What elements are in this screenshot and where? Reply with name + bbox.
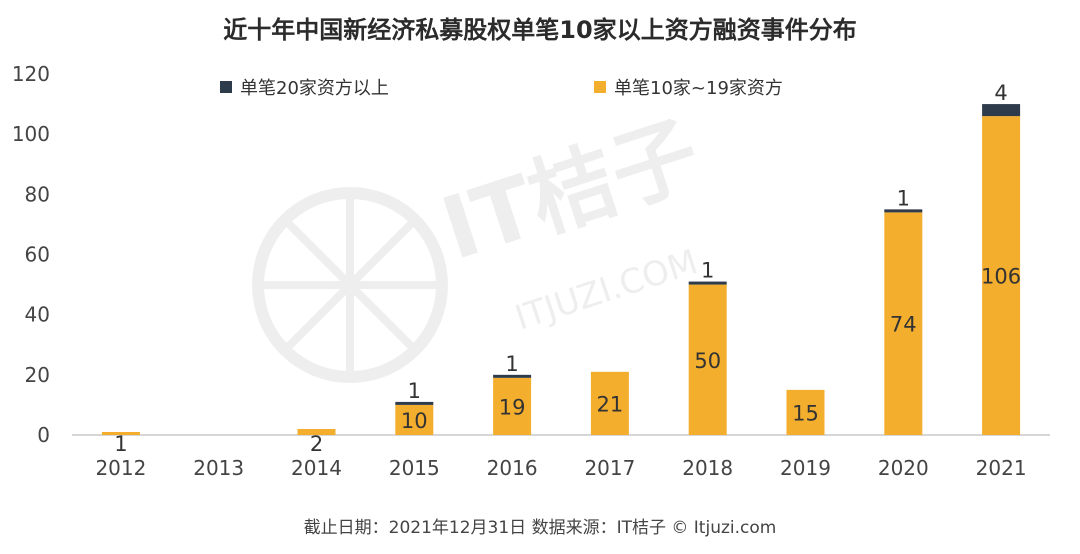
bar-segment-10-19 [590, 371, 629, 435]
x-tick-label: 2012 [95, 456, 146, 480]
x-tick-label: 2021 [976, 456, 1027, 480]
x-tick-label: 2017 [584, 456, 635, 480]
watermark-logo-spoke [285, 220, 415, 350]
data-label-10-19: 1 [114, 432, 127, 456]
x-tick-label: 2019 [780, 456, 831, 480]
data-label-20plus: 1 [701, 259, 714, 283]
y-tick-label: 120 [12, 62, 50, 86]
watermark: IT桔子 ITJUZI.COM [252, 104, 711, 383]
x-tick-label: 2016 [487, 456, 538, 480]
data-label-20plus: 1 [408, 379, 421, 403]
data-label-20plus: 1 [505, 352, 518, 376]
bar-segment-10-19 [688, 284, 727, 435]
bar-segment-20plus [688, 281, 727, 285]
legend: 单笔20家资方以上 单笔10家~19家资方 [0, 74, 1080, 100]
bar-layer [101, 104, 1021, 435]
legend-swatch-orange [594, 81, 606, 93]
bar-segment-10-19 [101, 431, 140, 435]
y-tick-label: 0 [37, 423, 50, 447]
y-tick-label: 80 [25, 182, 50, 206]
legend-item-10-19: 单笔10家~19家资方 [594, 74, 783, 100]
data-label-10-19: 21 [597, 392, 624, 416]
data-label-10-19: 50 [694, 349, 721, 373]
watermark-url: ITJUZI.COM [510, 242, 702, 338]
x-tick-label: 2015 [389, 456, 440, 480]
legend-item-20plus: 单笔20家资方以上 [220, 74, 389, 100]
data-label-10-19: 15 [792, 401, 819, 425]
footer-note: 截止日期：2021年12月31日 数据来源：IT桔子 © Itjuzi.com [303, 518, 777, 538]
data-label-20plus: 4 [994, 81, 1007, 105]
watermark-logo-ring [252, 187, 448, 383]
y-tick-label: 100 [12, 122, 50, 146]
label-layer: 1 2 10 1 19 1 21 50 1 15 74 1 106 4 [114, 81, 1021, 456]
data-label-10-19: 106 [981, 265, 1021, 289]
bar-segment-20plus [982, 104, 1021, 117]
bar-segment-10-19 [297, 428, 336, 435]
data-label-10-19: 10 [401, 409, 428, 433]
y-tick-label: 40 [25, 303, 50, 327]
bar-segment-20plus [395, 401, 434, 405]
x-tick-label: 2018 [682, 456, 733, 480]
x-tick-label: 2013 [193, 456, 244, 480]
watermark-logo-spoke [285, 220, 415, 350]
y-tick-label: 20 [25, 363, 50, 387]
legend-swatch-dark [220, 81, 232, 93]
data-label-10-19: 74 [890, 313, 917, 337]
chart-title: 近十年中国新经济私募股权单笔10家以上资方融资事件分布 [223, 16, 857, 44]
bar-segment-20plus [884, 209, 923, 213]
legend-label-20plus: 单笔20家资方以上 [240, 78, 389, 99]
data-label-20plus: 1 [897, 186, 910, 210]
bar-segment-10-19 [493, 377, 532, 435]
bar-segment-10-19 [395, 404, 434, 435]
bar-segment-10-19 [982, 116, 1021, 435]
data-label-10-19: 19 [499, 395, 526, 419]
x-tick-label: 2020 [878, 456, 929, 480]
legend-label-10-19: 单笔10家~19家资方 [614, 78, 783, 99]
bar-segment-10-19 [786, 389, 825, 435]
y-tick-label: 60 [25, 243, 50, 267]
bar-segment-20plus [493, 374, 532, 378]
x-tick-label: 2014 [291, 456, 342, 480]
bar-segment-10-19 [884, 212, 923, 435]
data-label-10-19: 2 [310, 432, 323, 456]
